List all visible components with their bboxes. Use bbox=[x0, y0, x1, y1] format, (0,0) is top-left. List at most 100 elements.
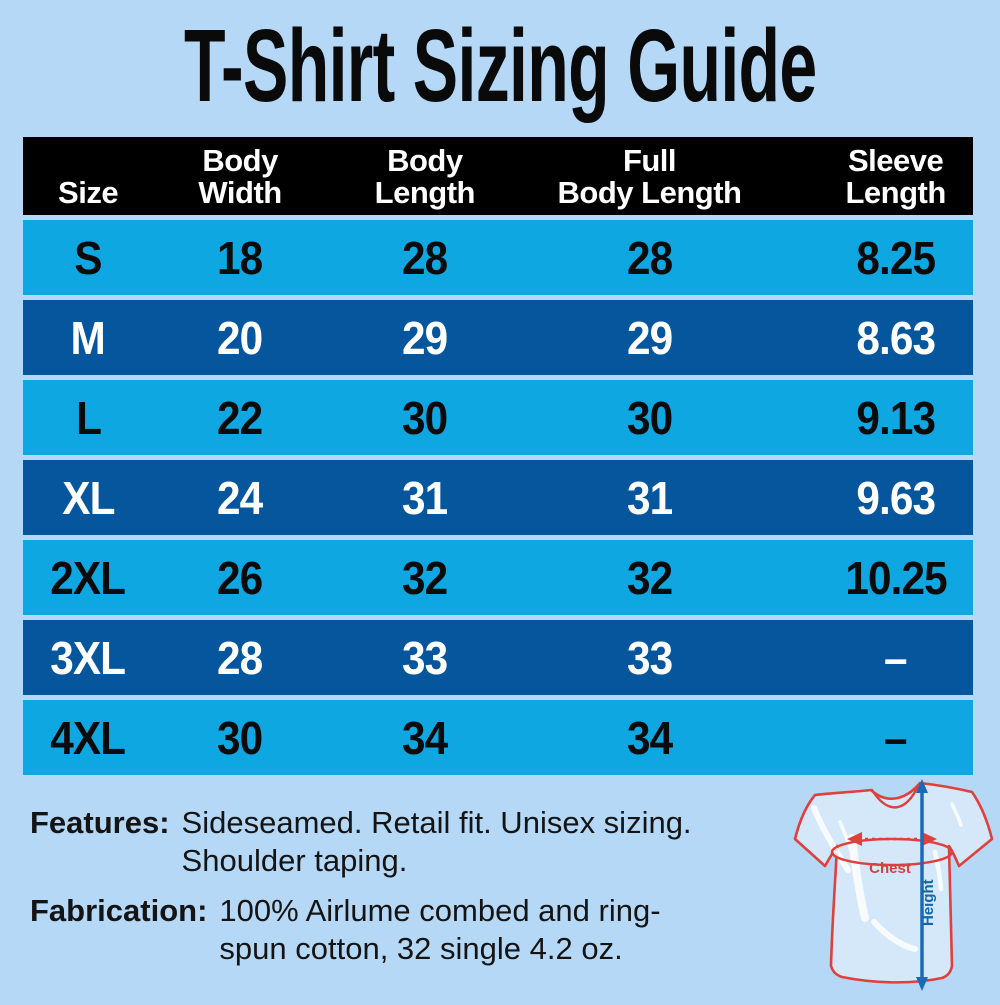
cell-full-body-length: 32 bbox=[523, 540, 777, 615]
cell-value: 28 bbox=[402, 231, 448, 284]
table-row: S 18 28 28 8.25 bbox=[23, 220, 973, 295]
cell-value: 9.13 bbox=[856, 391, 936, 444]
cell-value: 32 bbox=[626, 551, 673, 604]
cell-body-width: 24 bbox=[153, 460, 327, 535]
cell-value: 24 bbox=[217, 471, 263, 524]
table-row: 2XL 26 32 32 10.25 bbox=[23, 540, 973, 615]
fabrication-text: 100% Airlume combed and ring- spun cotto… bbox=[219, 892, 660, 968]
cell-value: 10.25 bbox=[844, 551, 947, 604]
table-row: 3XL 28 33 33 – bbox=[23, 620, 973, 695]
cell-size: 2XL bbox=[23, 540, 153, 615]
tshirt-measurement-diagram: Chest Height bbox=[792, 776, 1000, 1000]
fabrication-section: Fabrication: 100% Airlume combed and rin… bbox=[30, 892, 661, 968]
cell-value: 29 bbox=[626, 311, 673, 364]
cell-value: – bbox=[884, 711, 908, 764]
header-line: Full bbox=[622, 143, 677, 178]
cell-value: 33 bbox=[402, 631, 448, 684]
cell-full-body-length: 30 bbox=[523, 380, 777, 455]
cell-value: 8.63 bbox=[856, 311, 936, 364]
cell-sleeve-length: – bbox=[776, 700, 973, 775]
height-arrow-bottom-icon bbox=[916, 977, 928, 991]
height-label: Height bbox=[920, 879, 937, 926]
header-line: Size bbox=[58, 175, 119, 210]
cell-body-length: 34 bbox=[327, 700, 523, 775]
cell-value: M bbox=[70, 311, 106, 364]
features-section: Features: Sideseamed. Retail fit. Unisex… bbox=[30, 804, 692, 880]
column-header-sleeve-length: Sleeve Length bbox=[776, 137, 973, 215]
fabrication-label: Fabrication: bbox=[30, 893, 208, 928]
table-row: XL 24 31 31 9.63 bbox=[23, 460, 973, 535]
cell-value: 3XL bbox=[50, 631, 127, 684]
table-row: M 20 29 29 8.63 bbox=[23, 300, 973, 375]
chest-arrow-right-icon bbox=[922, 832, 937, 846]
cell-value: 28 bbox=[217, 631, 263, 684]
cell-value: S bbox=[74, 231, 102, 284]
cell-value: 31 bbox=[626, 471, 673, 524]
cell-body-length: 31 bbox=[327, 460, 523, 535]
cell-sleeve-length: – bbox=[776, 620, 973, 695]
header-line: Body bbox=[202, 143, 278, 178]
cell-value: 26 bbox=[217, 551, 263, 604]
cell-value: 33 bbox=[626, 631, 673, 684]
cell-sleeve-length: 10.25 bbox=[776, 540, 973, 615]
chest-ellipse bbox=[830, 837, 954, 867]
cell-value: L bbox=[75, 391, 102, 444]
column-header-full-body-length: Full Body Length bbox=[523, 137, 777, 215]
cell-value: 18 bbox=[217, 231, 263, 284]
features-label: Features: bbox=[30, 805, 170, 840]
header-line: Body bbox=[387, 143, 463, 178]
header-line: Length bbox=[845, 175, 946, 210]
cell-value: 20 bbox=[217, 311, 263, 364]
cell-value: 29 bbox=[402, 311, 448, 364]
features-line-1: Sideseamed. Retail fit. Unisex sizing. bbox=[181, 805, 692, 840]
cell-full-body-length: 33 bbox=[523, 620, 777, 695]
cell-size: L bbox=[23, 380, 153, 455]
cell-value: 22 bbox=[217, 391, 263, 444]
tshirt-diagram-icon: Chest Height bbox=[793, 779, 994, 991]
cell-body-width: 20 bbox=[153, 300, 327, 375]
cell-body-length: 28 bbox=[327, 220, 523, 295]
table-row: 4XL 30 34 34 – bbox=[23, 700, 973, 775]
chest-arrow-left-icon bbox=[847, 832, 862, 846]
cell-full-body-length: 31 bbox=[523, 460, 777, 535]
header-line: Body Length bbox=[557, 175, 742, 210]
cell-sleeve-length: 9.63 bbox=[776, 460, 973, 535]
table-row: L 22 30 30 9.13 bbox=[23, 380, 973, 455]
cell-value: 9.63 bbox=[856, 471, 936, 524]
column-header-body-length: Body Length bbox=[327, 137, 523, 215]
features-line-2: Shoulder taping. bbox=[181, 843, 408, 878]
cell-body-length: 30 bbox=[327, 380, 523, 455]
column-header-body-width: Body Width bbox=[153, 137, 327, 215]
cell-value: 34 bbox=[402, 711, 448, 764]
cell-value: 2XL bbox=[50, 551, 127, 604]
header-line: Length bbox=[374, 175, 476, 210]
page-title: T-Shirt Sizing Guide bbox=[183, 8, 817, 123]
cell-body-width: 18 bbox=[153, 220, 327, 295]
cell-body-width: 28 bbox=[153, 620, 327, 695]
sizing-table: Size Body Width Body Length Full Body Le… bbox=[23, 137, 973, 775]
column-header-size: Size bbox=[23, 137, 153, 215]
cell-body-width: 22 bbox=[153, 380, 327, 455]
chest-label: Chest bbox=[869, 860, 911, 877]
cell-size: S bbox=[23, 220, 153, 295]
height-arrow-top-icon bbox=[916, 779, 928, 793]
tshirt-outline bbox=[793, 781, 994, 984]
cell-size: 4XL bbox=[23, 700, 153, 775]
cell-full-body-length: 34 bbox=[523, 700, 777, 775]
cell-value: 30 bbox=[402, 391, 448, 444]
cell-size: 3XL bbox=[23, 620, 153, 695]
header-line: Width bbox=[198, 175, 282, 210]
table-header-row: Size Body Width Body Length Full Body Le… bbox=[23, 137, 973, 215]
cell-full-body-length: 29 bbox=[523, 300, 777, 375]
header-line: Sleeve bbox=[848, 143, 944, 178]
cell-value: XL bbox=[61, 471, 115, 524]
fabrication-line-1: 100% Airlume combed and ring- bbox=[219, 893, 661, 928]
features-text: Sideseamed. Retail fit. Unisex sizing. S… bbox=[182, 804, 692, 880]
cell-value: 32 bbox=[402, 551, 448, 604]
cell-value: 30 bbox=[626, 391, 673, 444]
cell-value: 4XL bbox=[50, 711, 127, 764]
cell-body-length: 33 bbox=[327, 620, 523, 695]
cell-value: 8.25 bbox=[856, 231, 936, 284]
cell-full-body-length: 28 bbox=[523, 220, 777, 295]
cell-value: 34 bbox=[626, 711, 673, 764]
